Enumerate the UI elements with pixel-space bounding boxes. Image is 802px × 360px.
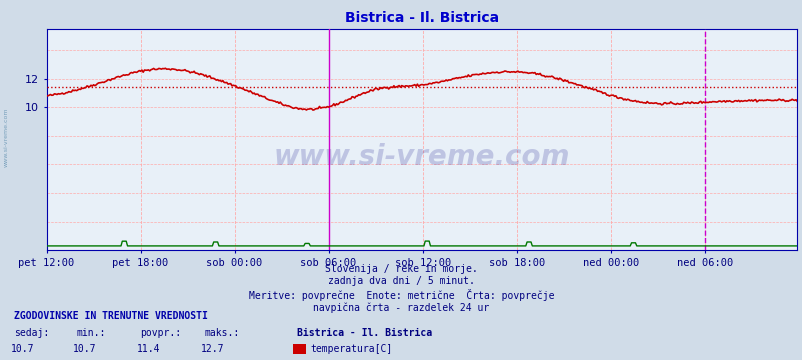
Text: maks.:: maks.:: [205, 328, 240, 338]
Text: www.si-vreme.com: www.si-vreme.com: [4, 107, 9, 167]
Text: ZGODOVINSKE IN TRENUTNE VREDNOSTI: ZGODOVINSKE IN TRENUTNE VREDNOSTI: [14, 311, 208, 321]
Text: 11.4: 11.4: [136, 345, 160, 355]
Text: sedaj:: sedaj:: [14, 328, 50, 338]
Text: Meritve: povprečne  Enote: metrične  Črta: povprečje: Meritve: povprečne Enote: metrične Črta:…: [249, 289, 553, 301]
Text: www.si-vreme.com: www.si-vreme.com: [273, 143, 569, 171]
Text: Slovenija / reke in morje.: Slovenija / reke in morje.: [325, 264, 477, 274]
Text: 12.7: 12.7: [200, 345, 225, 355]
Text: zadnja dva dni / 5 minut.: zadnja dva dni / 5 minut.: [328, 276, 474, 287]
Text: navpična črta - razdelek 24 ur: navpična črta - razdelek 24 ur: [313, 302, 489, 313]
Text: 10.7: 10.7: [72, 345, 96, 355]
Text: povpr.:: povpr.:: [140, 328, 181, 338]
Text: Bistrica - Il. Bistrica: Bistrica - Il. Bistrica: [297, 328, 431, 338]
Text: min.:: min.:: [76, 328, 106, 338]
Title: Bistrica - Il. Bistrica: Bistrica - Il. Bistrica: [345, 11, 498, 25]
Text: temperatura[C]: temperatura[C]: [310, 345, 391, 355]
Text: 10.7: 10.7: [10, 345, 34, 355]
